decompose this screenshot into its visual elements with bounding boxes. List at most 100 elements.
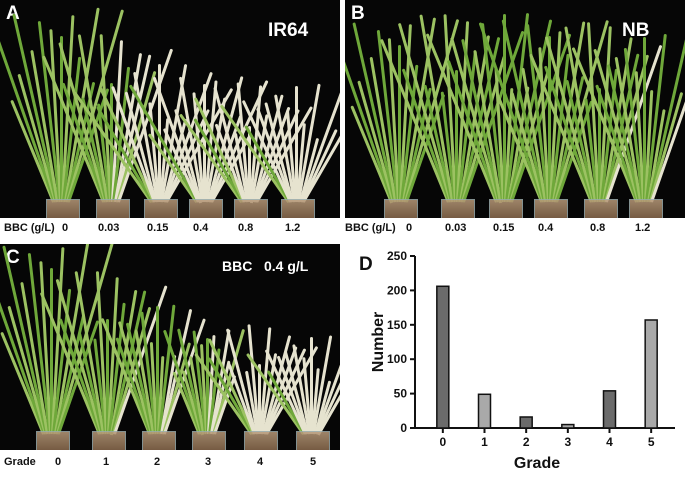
bar — [561, 423, 575, 429]
panel-d-letter: D — [359, 254, 373, 275]
plant-cup — [144, 199, 178, 218]
bar — [477, 393, 492, 429]
row-label: BBC (g/L) — [345, 222, 396, 234]
grade-label: 1 — [103, 456, 110, 468]
panel-a-photo: A IR64 — [0, 0, 340, 218]
bar-chart-svg: D 0 50 100 150 200 250 0 1 2 3 4 5 Grade Number — [359, 249, 675, 472]
plant-cup — [629, 199, 663, 218]
panel-a-labels: BBC (g/L) 0 0.03 0.15 0.4 0.8 1.2 — [0, 222, 340, 238]
x-tick-label: 0 — [439, 435, 446, 449]
plant — [162, 327, 246, 450]
x-axis-label: Grade — [514, 455, 560, 472]
leaf-blade — [203, 83, 206, 202]
bar — [602, 390, 617, 429]
plant — [478, 18, 610, 218]
x-tick-label: 5 — [648, 435, 655, 449]
plant — [528, 22, 663, 218]
plant-cup — [234, 199, 268, 218]
leaf-blade — [455, 69, 458, 202]
plant — [345, 17, 460, 218]
panel-c-letter: C — [6, 247, 20, 268]
leaf-blade — [310, 337, 313, 434]
plant-cup — [46, 199, 80, 218]
leaf-blade — [295, 85, 298, 202]
leaf-blade — [398, 44, 401, 202]
plant — [193, 324, 319, 450]
y-tick-label: 250 — [387, 249, 407, 263]
concentration-label: 0.15 — [147, 222, 169, 234]
leaf-blade — [156, 305, 159, 434]
concentration-label: 0.8 — [590, 222, 606, 234]
grade-label: 0 — [55, 456, 62, 468]
panel-c-labels: Grade 0 1 2 3 4 5 — [0, 456, 340, 472]
plant-cup — [192, 431, 226, 450]
x-tick-label: 3 — [564, 435, 571, 449]
plant-cup — [489, 199, 523, 218]
panel-d-chart: D 0 50 100 150 200 250 0 1 2 3 4 5 Grade Number — [345, 244, 685, 473]
leaf-blade — [206, 337, 209, 434]
bar — [644, 319, 658, 429]
bar — [519, 416, 533, 429]
bar — [436, 285, 450, 429]
plant — [0, 7, 125, 218]
plant — [219, 83, 340, 218]
plant-cup — [244, 431, 278, 450]
concentration-label: 0 — [62, 222, 69, 234]
concentration-label: 0.8 — [238, 222, 254, 234]
row-label: Grade — [4, 456, 36, 468]
plant-cup — [92, 431, 126, 450]
y-tick-label: 100 — [387, 352, 407, 366]
plant-cup — [281, 199, 315, 218]
x-tick-label: 4 — [606, 435, 613, 449]
leaf-blade — [598, 87, 601, 202]
plant-cup — [441, 199, 475, 218]
leaf-blade — [548, 35, 551, 202]
concentration-label: 0.03 — [98, 222, 120, 234]
concentration-label: 0.4 — [193, 222, 209, 234]
concentration-label: 0.4 — [538, 222, 554, 234]
leaf-blade — [258, 364, 261, 434]
plant-cup — [189, 199, 223, 218]
plant-cup — [384, 199, 418, 218]
plant — [39, 270, 168, 450]
x-tick-label: 2 — [523, 435, 530, 449]
y-tick-label: 200 — [387, 283, 407, 297]
concentration-label: 1.2 — [285, 222, 301, 234]
plant-cup — [534, 199, 568, 218]
panel-c-photo: C BBC 0.4 g/L — [0, 244, 340, 450]
panel-b-photo: B NB — [345, 0, 685, 218]
plant-cup — [584, 199, 618, 218]
leaf-blade — [248, 125, 251, 202]
concentration-label: 1.2 — [635, 222, 651, 234]
plant-cup — [96, 199, 130, 218]
plant — [128, 76, 269, 218]
grade-label: 4 — [257, 456, 264, 468]
plant — [571, 33, 685, 218]
panel-a-title: IR64 — [268, 20, 309, 41]
plant — [379, 13, 525, 218]
leaf-blade — [60, 36, 63, 202]
plant-cup — [296, 431, 330, 450]
concentration-label: 0 — [406, 222, 413, 234]
panel-b-labels: BBC (g/L) 0 0.03 0.15 0.4 0.8 1.2 — [345, 222, 685, 238]
y-axis-label: Number — [370, 312, 387, 372]
grade-label: 3 — [205, 456, 212, 468]
plant — [245, 335, 340, 450]
plant — [178, 82, 314, 218]
concentration-label: 0.15 — [493, 222, 515, 234]
concentration-label: 0.03 — [445, 222, 467, 234]
leaf-blade — [106, 318, 109, 434]
plant-cup — [142, 431, 176, 450]
y-tick-label: 0 — [400, 421, 407, 435]
leaf-blade — [643, 37, 646, 202]
plant — [100, 304, 207, 450]
panel-c-title: BBC 0.4 g/L — [222, 258, 309, 274]
x-tick-label: 1 — [481, 435, 488, 449]
panel-b-title: NB — [622, 20, 650, 41]
y-tick-label: 50 — [394, 387, 408, 401]
plant-cup — [36, 431, 70, 450]
y-tick-label: 150 — [387, 318, 407, 332]
grade-label: 2 — [154, 456, 161, 468]
row-label: BBC (g/L) — [4, 222, 55, 234]
grade-label: 5 — [310, 456, 317, 468]
